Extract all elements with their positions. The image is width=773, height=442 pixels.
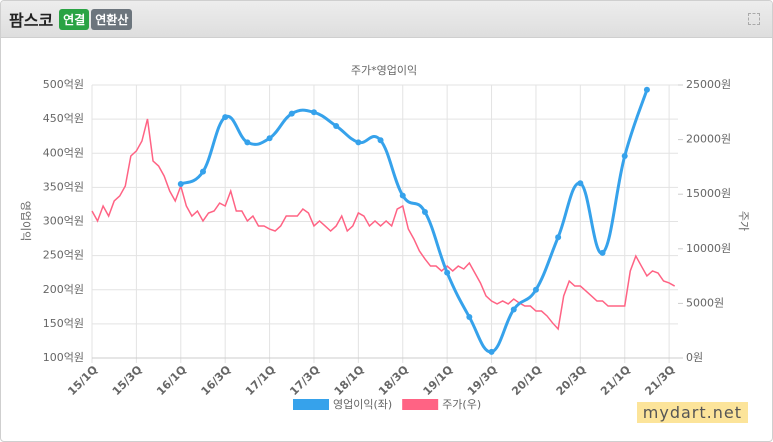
y-tick-label: 150억원 [43,317,84,330]
chart: 주가*영업이익 영업이익 주가 100억원 150억원 200억원 250억원 300억… [19,64,750,411]
line [91,118,676,331]
point [222,114,229,121]
y-tick-label: 350억원 [43,180,84,193]
point [333,122,340,129]
point [466,314,473,321]
y-axis-label: 영업이익 [19,201,32,241]
legend-label: 영업이익(좌) [333,398,392,411]
y2-axis-label: 주가 [737,211,750,231]
point [599,249,606,256]
point [532,286,539,293]
y2-tick-label: 0원 [686,351,703,364]
line [180,89,649,354]
y-tick-label: 450억원 [43,112,84,125]
x-tick-label: 17/1Q [243,363,278,398]
x-tick-label: 15/1Q [65,363,100,398]
point [288,110,295,117]
y2-tick-label: 15000원 [686,187,731,200]
expand-icon[interactable] [748,13,760,25]
point [555,234,562,241]
x-tick-label: 21/1Q [598,363,633,398]
y-tick-label: 300억원 [43,215,84,228]
x-tick-label: 16/3Q [199,363,234,398]
x-tick-label: 20/1Q [509,363,544,398]
y2-tick-label: 10000원 [686,242,731,255]
x-tick-label: 17/3Q [287,363,322,398]
point [244,139,251,146]
y2-tick-label: 25000원 [686,78,731,91]
point [488,348,495,355]
y-tick-label: 400억원 [43,146,84,159]
x-tick-label: 18/3Q [376,363,411,398]
y-tick-label: 250억원 [43,249,84,262]
x-tick-label: 18/1Q [332,363,367,398]
point [355,139,362,146]
y2-tick-label: 20000원 [686,133,731,146]
legend-label: 주가(우) [442,398,481,411]
watermark: mydart.net [636,402,748,423]
legend-swatch [293,399,329,410]
point [444,269,451,276]
y2-tick-label: 5000원 [686,296,724,309]
point [377,137,384,144]
y-tick-label: 200억원 [43,283,84,296]
chart-title: 주가*영업이익 [351,64,417,77]
company-name: 팜스코 [9,11,54,30]
point [510,306,517,313]
x-tick-label: 19/3Q [465,363,500,398]
card-header: 팜스코 연결 연환산 [1,1,772,38]
y-tick-label: 500억원 [43,78,84,91]
point [310,109,317,116]
point [621,152,628,159]
badge[interactable]: 연환산 [91,8,133,30]
point [177,180,184,187]
point [421,208,428,215]
point [399,192,406,199]
x-tick-label: 16/1Q [154,363,189,398]
point [577,180,584,187]
x-tick-label: 19/1Q [421,363,456,398]
x-tick-label: 21/3Q [642,363,677,398]
point [199,168,206,175]
point [266,135,273,142]
x-tick-label: 15/3Q [110,363,145,398]
x-tick-label: 20/3Q [554,363,589,398]
point [643,86,650,93]
legend-swatch [402,399,439,410]
y-tick-label: 100억원 [43,351,84,364]
badge[interactable]: 연결 [59,8,90,30]
